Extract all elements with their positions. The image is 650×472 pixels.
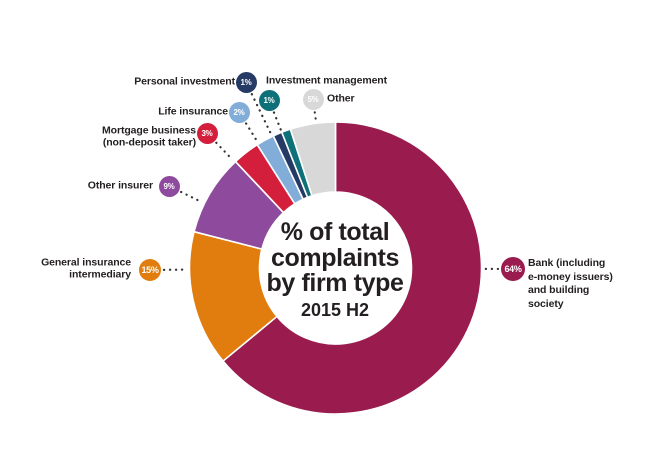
badge-other-insurer: 9% <box>158 175 180 197</box>
leader-other-insurer <box>180 190 203 204</box>
badge-investment-management: 1% <box>258 89 280 111</box>
label-mortgage-business: Mortgage business (non-deposit taker) <box>102 124 196 148</box>
label-other: Other <box>327 92 355 105</box>
badge-other: 5% <box>302 88 324 110</box>
label-other-insurer: Other insurer <box>87 179 153 192</box>
segment-other <box>289 121 337 197</box>
badge-personal-investment: 1% <box>235 71 257 93</box>
badge-life-insurance: 2% <box>228 101 250 123</box>
label-general-insurance-intermediary: General insurance intermediary <box>41 256 131 280</box>
label-personal-investment: Personal investment <box>134 75 235 88</box>
label-bank: Bank (including e-money issuers) and bui… <box>528 257 613 310</box>
leader-investment-management <box>272 111 282 131</box>
leader-mortgage-business <box>215 141 234 162</box>
leader-dotted-lines <box>162 93 500 271</box>
label-life-insurance: Life insurance <box>158 105 228 118</box>
badge-mortgage-business: 3% <box>196 122 218 144</box>
segment-bank <box>222 121 483 415</box>
leader-personal-investment <box>250 93 272 135</box>
leader-life-insurance <box>245 122 259 143</box>
leader-other <box>313 111 317 122</box>
label-investment-management: Investment management <box>266 74 388 87</box>
badge-general-insurance-intermediary: 15% <box>139 259 161 281</box>
donut-segments <box>188 121 483 415</box>
badge-bank: 64% <box>501 257 525 281</box>
